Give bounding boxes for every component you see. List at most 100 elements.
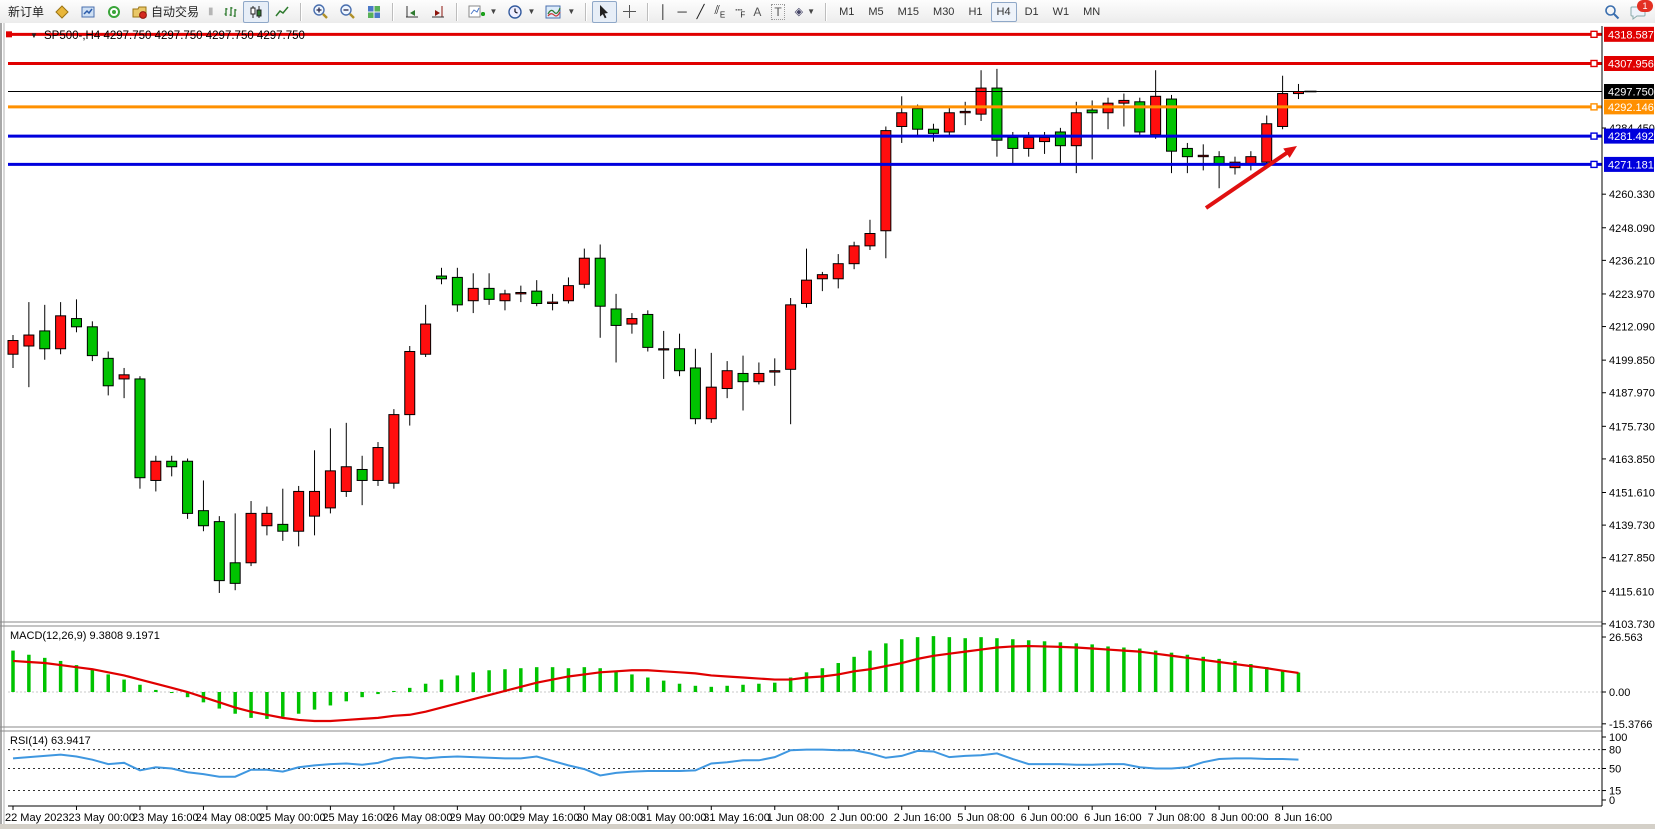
macd-label: MACD(12,26,9) 9.3808 9.1971: [10, 630, 160, 642]
candle-body: [1054, 131, 1066, 147]
bar-chart-mode-button[interactable]: [217, 1, 243, 23]
candle-body: [1086, 109, 1098, 114]
market-watch-icon[interactable]: [49, 1, 75, 23]
candle-body: [467, 287, 479, 302]
candle-body: [23, 334, 35, 347]
rsi-tick: 50: [1609, 764, 1621, 776]
price-badge-4271.181: 4271.181: [1604, 156, 1654, 172]
candle-body: [150, 460, 162, 481]
crosshair-tool-button[interactable]: [617, 1, 642, 23]
search-icon[interactable]: [1604, 4, 1620, 20]
tile-windows-icon[interactable]: [361, 1, 387, 23]
chart-canvas[interactable]: ▼ SP500-,H4 4297.750 4297.750 4297.750 42…: [0, 23, 1655, 829]
timeframe-mn[interactable]: MN: [1083, 5, 1101, 18]
price-tick: 4139.730: [1609, 520, 1655, 532]
candle-body: [197, 510, 209, 527]
candle-body: [578, 257, 590, 285]
candle-body: [1118, 99, 1130, 104]
toolbar-grip: ▮: [208, 6, 213, 17]
candle-body: [261, 512, 273, 527]
trendline-tool[interactable]: ╱: [696, 3, 705, 19]
community-chat-button[interactable]: 1: [1630, 0, 1653, 20]
macd-tick: 26.563: [1609, 632, 1643, 644]
price-badge-4292.146: 4292.146: [1604, 99, 1654, 115]
timeframe-w1[interactable]: W1: [1052, 5, 1070, 18]
new-order-label: 新订单: [8, 5, 45, 19]
candle-body: [213, 521, 225, 582]
timeframe-m1[interactable]: M1: [839, 5, 855, 18]
candle-body: [102, 357, 114, 387]
candle-body: [1023, 136, 1035, 149]
date-label: 22 May 2023: [5, 812, 69, 824]
candle-body: [721, 370, 733, 390]
candle-body: [70, 318, 82, 328]
line-handle: [1590, 103, 1598, 111]
text-tool[interactable]: A: [753, 4, 762, 19]
candles: [7, 68, 1304, 593]
cursor-tool-button[interactable]: [592, 0, 618, 23]
vertical-line-tool[interactable]: │: [659, 4, 668, 19]
price-tick: 4187.970: [1609, 388, 1655, 400]
price-tick: 4103.730: [1609, 619, 1655, 631]
line-handle: [1590, 132, 1598, 140]
chart-shift-button[interactable]: [425, 1, 451, 23]
date-label: 5 Jun 08:00: [957, 812, 1015, 824]
new-order-button[interactable]: 新订单: [3, 1, 49, 23]
date-label: 24 May 08:00: [195, 812, 262, 824]
arrows-tool[interactable]: ◈ ▼: [794, 6, 816, 18]
templates-button[interactable]: ▼: [540, 1, 580, 23]
macd-tick: 0.00: [1609, 687, 1630, 699]
price-tick: 4248.090: [1609, 223, 1655, 235]
macd-histogram: [11, 636, 1301, 719]
chevron-down-icon: ▼: [489, 7, 498, 16]
date-label: 29 May 16:00: [513, 812, 580, 824]
timeframe-h1[interactable]: H1: [968, 5, 983, 18]
candle-body: [927, 128, 939, 134]
fibonacci-tool[interactable]: ┄F: [735, 3, 745, 20]
text-label-tool[interactable]: T: [766, 1, 789, 23]
date-label: 7 Jun 08:00: [1148, 812, 1206, 824]
zoom-out-button[interactable]: [334, 1, 361, 23]
date-label: 2 Jun 00:00: [830, 812, 888, 824]
timeframe-m15[interactable]: M15: [897, 5, 920, 18]
candle-body: [658, 348, 670, 351]
date-label: 30 May 08:00: [576, 812, 643, 824]
candle-body: [753, 372, 765, 383]
candle-body: [340, 466, 352, 492]
rsi-tick: 100: [1609, 732, 1627, 744]
date-label: 8 Jun 16:00: [1275, 812, 1333, 824]
date-label: 6 Jun 00:00: [1021, 812, 1078, 824]
autotrading-button[interactable]: 自动交易: [127, 1, 204, 23]
period-clock-button[interactable]: ▼: [502, 1, 540, 23]
equidistant-channel-tool[interactable]: ⫽E: [714, 3, 726, 20]
candle-body: [880, 130, 892, 232]
auto-scroll-button[interactable]: [399, 1, 425, 23]
candle-body: [1197, 154, 1209, 158]
svg-text:4297.750: 4297.750: [1608, 87, 1654, 99]
candle-body: [229, 562, 241, 584]
add-indicator-button[interactable]: ▼: [463, 1, 503, 23]
date-label: 23 May 00:00: [68, 812, 135, 824]
price-tick: 4223.970: [1609, 289, 1655, 301]
horizontal-line-tool[interactable]: ─: [677, 4, 687, 19]
svg-text:4307.956: 4307.956: [1608, 58, 1654, 70]
timeframe-m30[interactable]: M30: [933, 5, 955, 18]
candle-body: [674, 348, 686, 372]
zoom-in-button[interactable]: [307, 1, 334, 23]
timeframe-m5[interactable]: M5: [868, 5, 884, 18]
candle-body: [324, 470, 336, 509]
candle-body: [372, 447, 384, 481]
line-handle: [1590, 59, 1598, 68]
price-tick: 4260.330: [1609, 189, 1655, 201]
rsi-line: [12, 748, 1299, 778]
timeframe-h4[interactable]: H4: [990, 1, 1017, 22]
candlestick-mode-button[interactable]: [242, 0, 269, 23]
date-label: 8 Jun 00:00: [1211, 812, 1269, 824]
candle-body: [626, 318, 638, 325]
line-chart-mode-button[interactable]: [269, 1, 295, 23]
chevron-down-icon: ▼: [807, 7, 816, 16]
timeframe-d1[interactable]: D1: [1024, 5, 1039, 18]
signals-icon[interactable]: [101, 1, 127, 23]
chart-window-icon[interactable]: [75, 1, 101, 23]
candle-body: [420, 323, 432, 355]
